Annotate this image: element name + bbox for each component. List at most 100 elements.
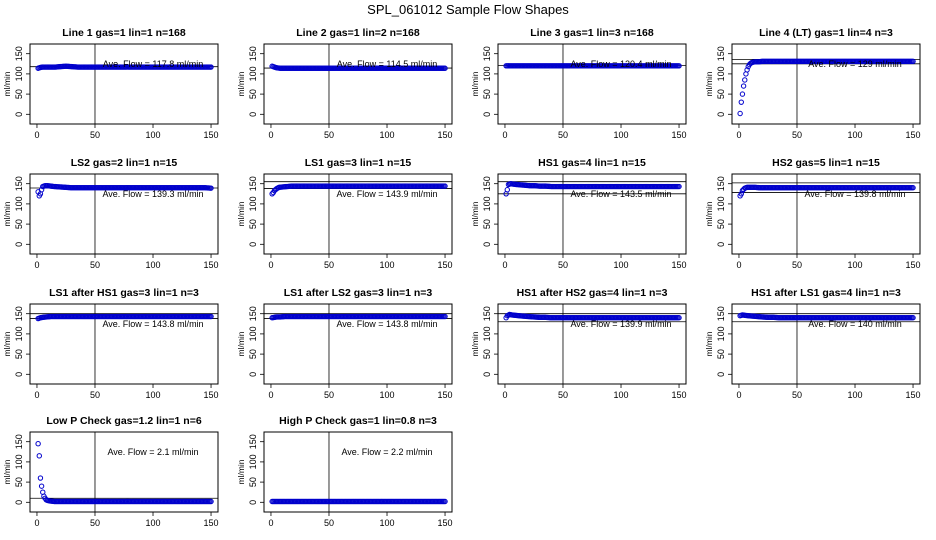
panel: LS1 after HS1 gas=3 lin=1 n=3 Ave. Flow =…: [2, 287, 219, 400]
y-tick-label: 100: [248, 66, 258, 81]
panel: Low P Check gas=1.2 lin=1 n=6 Ave. Flow =…: [2, 415, 219, 528]
average-flow-annotation: Ave. Flow = 143.8 ml/min: [102, 319, 203, 329]
y-axis-label: ml/min: [470, 201, 480, 226]
y-tick-label: 0: [482, 242, 492, 247]
plot-area: [30, 174, 218, 254]
y-tick-label: 150: [248, 176, 258, 191]
data-point: [208, 313, 214, 320]
x-tick-label: 150: [438, 518, 453, 528]
plot-frame: [29, 173, 219, 255]
panel: HS1 after HS2 gas=4 lin=1 n=3 Ave. Flow =…: [470, 287, 687, 400]
average-flow-annotation: Ave. Flow = 143.9 ml/min: [336, 189, 437, 199]
plot-area: [498, 304, 686, 384]
x-tick-label: 0: [736, 260, 741, 270]
y-axis-label: ml/min: [704, 71, 714, 96]
average-flow-annotation: Ave. Flow = 143.5 ml/min: [570, 189, 671, 199]
y-tick-label: 50: [482, 89, 492, 99]
x-tick-label: 0: [268, 518, 273, 528]
data-point: [37, 475, 44, 481]
y-tick-label: 50: [716, 349, 726, 359]
y-tick-label: 50: [716, 219, 726, 229]
y-tick-label: 100: [248, 196, 258, 211]
plot-frame: [731, 43, 921, 125]
panel-title: Low P Check gas=1.2 lin=1 n=6: [46, 415, 201, 427]
x-tick-label: 150: [672, 260, 687, 270]
y-tick-label: 0: [248, 372, 258, 377]
average-flow-annotation: Ave. Flow = 139.3 ml/min: [102, 189, 203, 199]
y-axis-label: ml/min: [2, 331, 12, 356]
data-point: [208, 64, 214, 70]
x-tick-label: 50: [558, 390, 568, 400]
x-tick-label: 100: [379, 260, 394, 270]
y-axis-label: ml/min: [236, 459, 246, 484]
data-point: [676, 183, 682, 190]
x-tick-label: 0: [502, 130, 507, 140]
y-tick-label: 150: [14, 306, 24, 321]
y-tick-label: 0: [716, 112, 726, 117]
x-tick-label: 0: [34, 130, 39, 140]
x-tick-label: 50: [90, 390, 100, 400]
y-tick-label: 50: [14, 477, 24, 487]
panel: LS2 gas=2 lin=1 n=15 Ave. Flow = 139.3 ml…: [2, 157, 219, 270]
x-tick-label: 50: [792, 390, 802, 400]
panel: Line 2 gas=1 lin=2 n=168 Ave. Flow = 114.…: [236, 27, 453, 140]
plot-area: [30, 432, 218, 512]
plot-area: [269, 432, 448, 512]
y-tick-label: 0: [14, 372, 24, 377]
x-tick-label: 50: [558, 260, 568, 270]
y-axis-label: ml/min: [236, 71, 246, 96]
plot-frame: [497, 173, 687, 255]
data-point: [740, 83, 747, 89]
y-tick-label: 50: [14, 89, 24, 99]
x-tick-label: 100: [847, 260, 862, 270]
y-tick-label: 0: [248, 500, 258, 505]
y-tick-label: 50: [14, 349, 24, 359]
x-tick-label: 100: [613, 390, 628, 400]
y-tick-label: 100: [14, 326, 24, 341]
panels-container: Line 1 gas=1 lin=1 n=168 Ave. Flow = 117.…: [2, 27, 921, 528]
y-tick-label: 100: [248, 454, 258, 469]
y-tick-label: 0: [716, 242, 726, 247]
x-tick-label: 150: [672, 390, 687, 400]
data-point: [676, 63, 682, 69]
x-tick-label: 0: [502, 260, 507, 270]
panel-title: LS1 after LS2 gas=3 lin=1 n=3: [284, 287, 433, 299]
y-tick-label: 0: [248, 112, 258, 117]
data-point: [738, 99, 744, 105]
x-tick-label: 50: [324, 390, 334, 400]
x-tick-label: 150: [204, 260, 219, 270]
plot-frame: [29, 43, 219, 125]
panel-title: LS1 gas=3 lin=1 n=15: [305, 157, 412, 169]
y-tick-label: 150: [14, 176, 24, 191]
data-point: [442, 65, 448, 71]
data-point: [208, 498, 214, 505]
x-tick-label: 50: [792, 130, 802, 140]
y-axis-label: ml/min: [2, 459, 12, 484]
panel-title: Line 4 (LT) gas=1 lin=4 n=3: [759, 27, 893, 39]
y-tick-label: 0: [248, 242, 258, 247]
y-tick-label: 100: [716, 66, 726, 81]
data-point: [738, 191, 744, 197]
figure-title: SPL_061012 Sample Flow Shapes: [367, 2, 569, 17]
x-tick-label: 150: [672, 130, 687, 140]
y-tick-label: 150: [14, 46, 24, 61]
y-axis-label: ml/min: [704, 201, 714, 226]
plot-area: [732, 44, 920, 124]
average-flow-annotation: Ave. Flow = 114.5 ml/min: [337, 59, 437, 69]
plot-area: [732, 304, 920, 384]
y-tick-label: 50: [248, 219, 258, 229]
y-tick-label: 150: [482, 306, 492, 321]
x-tick-label: 100: [847, 130, 862, 140]
data-point: [36, 453, 42, 459]
y-tick-label: 150: [248, 46, 258, 61]
y-tick-label: 0: [14, 500, 24, 505]
panel: Line 4 (LT) gas=1 lin=4 n=3 Ave. Flow = 1…: [704, 27, 921, 140]
x-tick-label: 100: [145, 518, 160, 528]
x-tick-label: 50: [324, 260, 334, 270]
x-tick-label: 150: [438, 390, 453, 400]
y-tick-label: 150: [14, 434, 24, 449]
data-point: [739, 91, 746, 97]
data-point: [744, 67, 750, 73]
plot-frame: [263, 43, 453, 125]
average-flow-annotation: Ave. Flow = 140 ml/min: [808, 319, 902, 329]
